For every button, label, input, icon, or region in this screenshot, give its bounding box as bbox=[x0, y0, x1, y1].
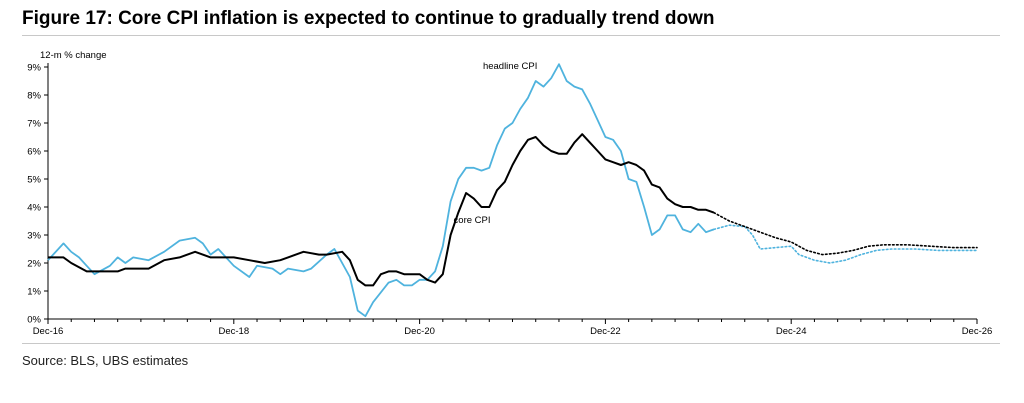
x-tick-label: Dec-18 bbox=[218, 326, 249, 337]
source-divider bbox=[22, 343, 1000, 344]
series-label: headline CPI bbox=[483, 61, 537, 72]
x-tick-label: Dec-26 bbox=[962, 326, 993, 337]
y-tick-label: 4% bbox=[27, 203, 41, 214]
y-tick-label: 9% bbox=[27, 63, 41, 74]
core-cpi-forecast-line bbox=[713, 211, 978, 256]
series-label: core CPI bbox=[454, 215, 491, 226]
x-tick-label: Dec-22 bbox=[590, 326, 621, 337]
y-tick-label: 0% bbox=[27, 315, 41, 326]
y-tick-label: 1% bbox=[27, 287, 41, 298]
y-tick-label: 3% bbox=[27, 231, 41, 242]
y-tick-label: 6% bbox=[27, 147, 41, 158]
y-tick-label: 7% bbox=[27, 119, 41, 130]
y-tick-label: 2% bbox=[27, 259, 41, 270]
series-annotations: headline CPI core CPI bbox=[454, 61, 538, 226]
y-tick-label: 8% bbox=[27, 91, 41, 102]
source-note: Source: BLS, UBS estimates bbox=[22, 353, 189, 368]
series-lines bbox=[47, 63, 978, 318]
y-tick-label: 5% bbox=[27, 175, 41, 186]
headline-cpi-actual-line bbox=[47, 63, 715, 318]
x-tick-label: Dec-24 bbox=[776, 326, 807, 337]
figure-title: Figure 17: Core CPI inflation is expecte… bbox=[22, 8, 715, 29]
core-cpi-actual-line bbox=[48, 133, 715, 287]
cpi-line-chart: 0% 1% 2% 3% 4% 5% 6% 7% 8% 9% 12-m % change Dec-16… bbox=[27, 50, 993, 337]
title-divider bbox=[22, 35, 1000, 36]
headline-cpi-forecast-line bbox=[713, 224, 978, 264]
x-axis: Dec-16 Dec-18 Dec-20 Dec-22 Dec-24 Dec-26 bbox=[33, 318, 993, 337]
y-axis-label: 12-m % change bbox=[40, 50, 107, 61]
x-tick-label: Dec-20 bbox=[404, 326, 435, 337]
x-tick-label: Dec-16 bbox=[33, 326, 64, 337]
y-axis: 0% 1% 2% 3% 4% 5% 6% 7% 8% 9% 12-m % change bbox=[27, 50, 106, 326]
